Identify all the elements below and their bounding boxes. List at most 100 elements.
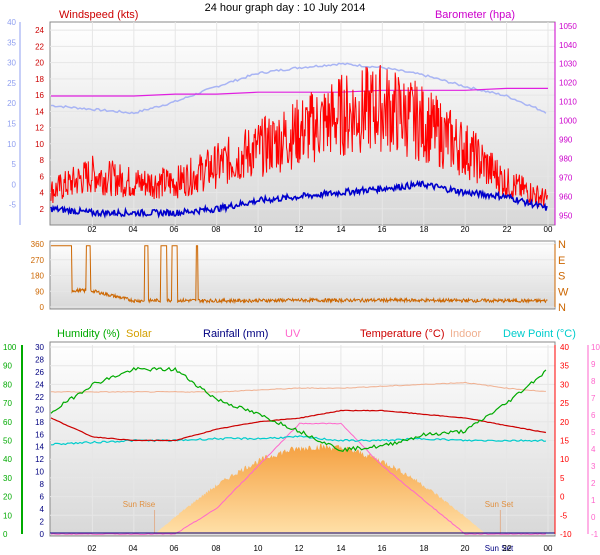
- windspeed-tick: 12: [35, 124, 44, 133]
- wind-x-tick-18: 18: [420, 225, 429, 234]
- direction-tick: 180: [31, 272, 45, 281]
- barometer-axis-label: Barometer (hpa): [435, 9, 515, 21]
- temp-x-tick-02: 02: [88, 544, 97, 553]
- indoor-line: [51, 381, 546, 393]
- baro-tick: 950: [559, 212, 573, 221]
- wind-outer-tick: -5: [9, 201, 17, 210]
- legend-solar: Solar: [126, 328, 152, 340]
- direction-line: [51, 245, 548, 305]
- rain-tick: 24: [35, 380, 44, 389]
- uv-tick: 10: [591, 343, 600, 352]
- temperature-line: [50, 409, 547, 442]
- temp-x-tick-06: 06: [170, 544, 179, 553]
- humidity-tick: 50: [3, 437, 12, 446]
- temp-tick: 15: [560, 437, 569, 446]
- wind-outer-tick: 25: [7, 79, 16, 88]
- temp-x-tick-12: 12: [295, 544, 304, 553]
- temp-x-tick-10: 10: [254, 544, 263, 553]
- temp-tick: 25: [560, 399, 569, 408]
- temp-x-tick-14: 14: [337, 544, 346, 553]
- wind-outer-tick: 10: [7, 140, 16, 149]
- compass-label: E: [558, 255, 565, 267]
- wind-x-tick-16: 16: [378, 225, 387, 234]
- temp-legend: Humidity (%) Solar Rainfall (mm) UV Temp…: [57, 328, 576, 340]
- wind-x-tick-02: 02: [88, 225, 97, 234]
- legend-dewpoint: Dew Point (°C): [503, 328, 576, 340]
- humidity-tick: 100: [3, 343, 17, 352]
- wind-x-tick-10: 10: [254, 225, 263, 234]
- barometer-line: [51, 87, 548, 97]
- humidity-tick: 80: [3, 380, 12, 389]
- windspeed-tick: 24: [35, 26, 44, 35]
- temp-tick: 0: [560, 493, 565, 502]
- temp-x-tick-08: 08: [212, 544, 221, 553]
- baro-tick: 1050: [559, 22, 577, 31]
- humidity-line: [50, 366, 547, 453]
- uv-tick: 6: [591, 411, 596, 420]
- uv-tick: 8: [591, 377, 596, 386]
- baro-tick: 1020: [559, 79, 577, 88]
- windspeed-tick: 8: [40, 156, 45, 165]
- wind-x-tick-22: 22: [503, 225, 512, 234]
- baro-tick: 960: [559, 193, 573, 202]
- sunrise-label: Sun Rise: [123, 500, 156, 509]
- uv-tick: 7: [591, 394, 596, 403]
- windspeed-tick: 18: [35, 75, 44, 84]
- temp-tick: 10: [560, 455, 569, 464]
- temp-tick: -10: [560, 530, 572, 539]
- windavg-line: [50, 179, 548, 219]
- rain-tick: 22: [35, 393, 44, 402]
- rain-tick: 18: [35, 418, 44, 427]
- legend-humidity: Humidity (%): [57, 328, 120, 340]
- windspeed-line: [50, 64, 548, 208]
- wind-outer-tick: 35: [7, 38, 16, 47]
- rain-tick: 10: [35, 468, 44, 477]
- temp-tick: 35: [560, 362, 569, 371]
- temp-tick: -5: [560, 511, 568, 520]
- temp-x-tick-04: 04: [129, 544, 138, 553]
- uv-tick: -1: [591, 530, 599, 539]
- baro-tick: 1010: [559, 98, 577, 107]
- sunset-label: Sun Set: [485, 500, 514, 509]
- wind-x-tick-06: 06: [170, 225, 179, 234]
- rain-tick: 8: [40, 480, 45, 489]
- temp-tick: 5: [560, 474, 565, 483]
- direction-panel-grid: [50, 243, 555, 308]
- compass-label: W: [558, 286, 569, 298]
- wind-x-tick-12: 12: [295, 225, 304, 234]
- humidity-tick: 30: [3, 474, 12, 483]
- wind-x-ticks: 02 04 06 08 10 12 14 16 18 20 22 00: [88, 225, 553, 234]
- uv-tick: 1: [591, 496, 596, 505]
- temp-x-tick-20: 20: [461, 544, 470, 553]
- graph-title: 24 hour graph day : 10 July 2014: [205, 2, 366, 14]
- uv-tick: 0: [591, 513, 596, 522]
- baro-tick: 1000: [559, 117, 577, 126]
- rain-tick: 12: [35, 455, 44, 464]
- wind-trend-line: [51, 62, 547, 115]
- rain-tick: 6: [40, 493, 45, 502]
- wind-x-tick-04: 04: [129, 225, 138, 234]
- rain-tick: 26: [35, 368, 44, 377]
- wind-outer-tick: 20: [7, 99, 16, 108]
- humidity-tick: 20: [3, 493, 12, 502]
- temp-x-tick-18: 18: [420, 544, 429, 553]
- wind-x-tick-08: 08: [212, 225, 221, 234]
- uv-tick: 2: [591, 479, 596, 488]
- wind-outer-tick: 5: [12, 160, 17, 169]
- windspeed-tick: 20: [35, 59, 44, 68]
- compass-label: N: [558, 239, 566, 251]
- baro-tick: 1030: [559, 60, 577, 69]
- legend-temperature: Temperature (°C): [360, 328, 444, 340]
- direction-tick: 270: [31, 256, 45, 265]
- solar-area: [154, 443, 486, 534]
- temp-tick: 40: [560, 343, 569, 352]
- compass-label: N: [558, 302, 566, 314]
- wind-outer-tick: 15: [7, 120, 16, 129]
- wind-panel-ticks: 24681012141618202224-5051015202530354095…: [7, 18, 577, 225]
- windspeed-tick: 6: [40, 172, 45, 181]
- compass-label: S: [558, 271, 565, 283]
- legend-indoor: Indoor: [450, 328, 482, 340]
- temp-tick: 20: [560, 418, 569, 427]
- legend-uv: UV: [285, 328, 301, 340]
